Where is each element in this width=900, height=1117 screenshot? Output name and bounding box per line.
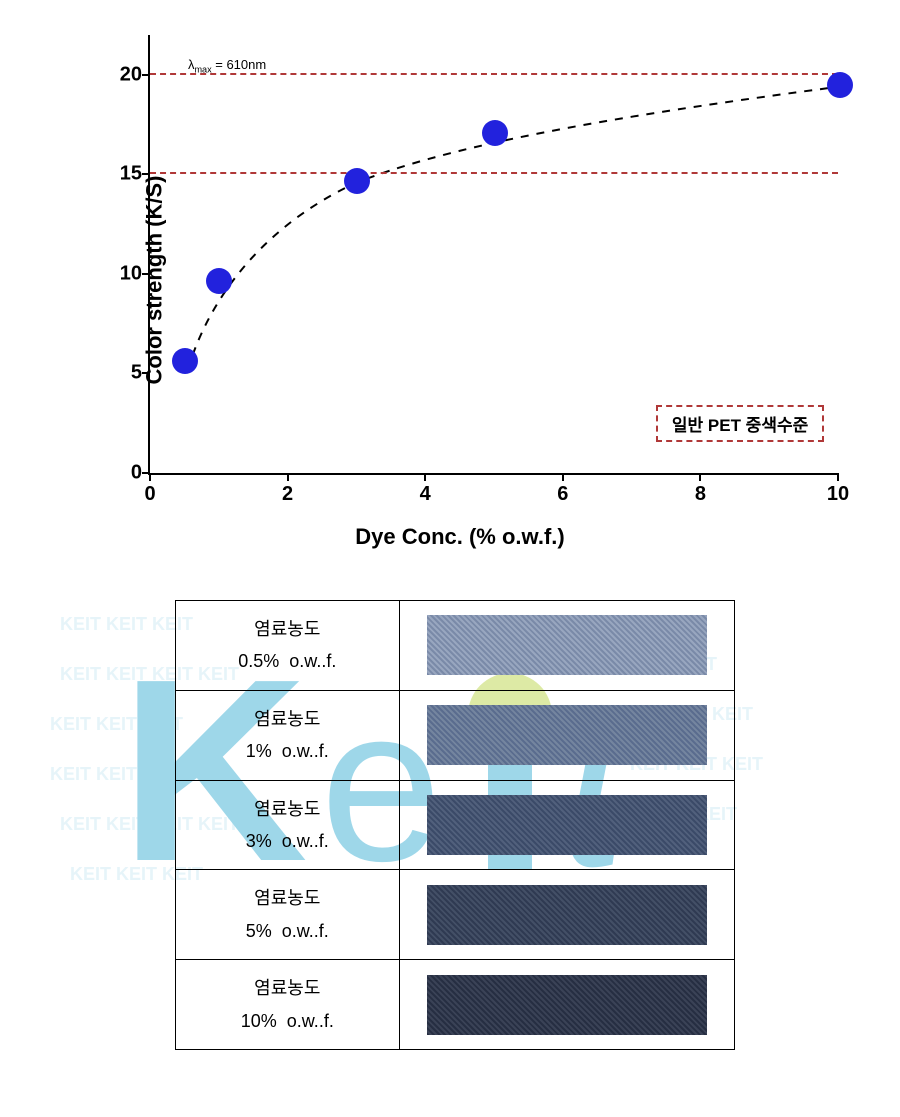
data-point [172,348,198,374]
conc-label-cell: 염료농도10% o.w..f. [176,960,400,1050]
svg-text:KEIT KEIT KEIT: KEIT KEIT KEIT [50,714,183,734]
x-tick-mark [562,473,564,481]
fabric-swatch [427,795,707,855]
x-tick-mark [699,473,701,481]
swatch-cell [399,870,734,960]
plot-area: λmax = 610nm 일반 PET 중색수준 051015200246810 [148,35,838,475]
y-tick-mark [142,273,150,275]
y-tick-mark [142,372,150,374]
sample-table: 염료농도0.5% o.w..f.염료농도1% o.w..f.염료농도3% o.w… [175,600,735,1050]
y-tick-mark [142,74,150,76]
x-tick: 0 [144,483,155,506]
svg-text:KEIT KEIT KEIT: KEIT KEIT KEIT [60,614,193,634]
sample-table-body: 염료농도0.5% o.w..f.염료농도1% o.w..f.염료농도3% o.w… [176,601,735,1050]
x-tick-mark [149,473,151,481]
y-tick: 10 [120,262,142,285]
conc-label-cell: 염료농도5% o.w..f. [176,870,400,960]
data-point [482,120,508,146]
fit-curve [188,87,838,370]
x-tick-mark [287,473,289,481]
sample-table-container: 염료농도0.5% o.w..f.염료농도1% o.w..f.염료농도3% o.w… [175,600,735,1050]
legend-box: 일반 PET 중색수준 [656,405,824,442]
reference-line [150,73,838,75]
fabric-swatch [427,705,707,765]
x-tick: 8 [695,483,706,506]
x-tick: 2 [282,483,293,506]
y-tick: 5 [131,362,142,385]
fabric-swatch [427,975,707,1035]
data-point [344,168,370,194]
y-tick-mark [142,173,150,175]
swatch-cell [399,780,734,870]
conc-label-cell: 염료농도1% o.w..f. [176,690,400,780]
y-tick: 15 [120,163,142,186]
conc-label-cell: 염료농도3% o.w..f. [176,780,400,870]
y-tick: 0 [131,462,142,485]
x-tick: 6 [557,483,568,506]
swatch-cell [399,690,734,780]
reference-line [150,172,838,174]
swatch-cell [399,601,734,691]
swatch-cell [399,960,734,1050]
x-axis-label: Dye Conc. (% o.w.f.) [355,524,564,550]
table-row: 염료농도10% o.w..f. [176,960,735,1050]
data-point [206,268,232,294]
chart-container: Color strength (K/S) λmax = 610nm 일반 PET… [60,20,860,540]
conc-label-cell: 염료농도0.5% o.w..f. [176,601,400,691]
table-row: 염료농도5% o.w..f. [176,870,735,960]
x-tick: 4 [420,483,431,506]
fabric-swatch [427,615,707,675]
table-row: 염료농도0.5% o.w..f. [176,601,735,691]
data-point [827,72,853,98]
x-tick-mark [424,473,426,481]
table-row: 염료농도3% o.w..f. [176,780,735,870]
fabric-swatch [427,885,707,945]
x-tick: 10 [827,483,849,506]
x-tick-mark [837,473,839,481]
y-tick: 20 [120,63,142,86]
table-row: 염료농도1% o.w..f. [176,690,735,780]
